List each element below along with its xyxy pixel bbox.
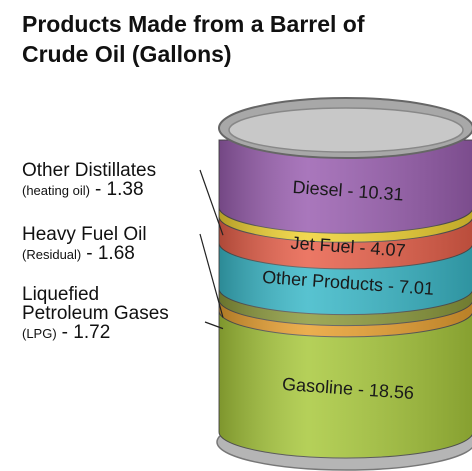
callout-name: Other Distillates [22, 160, 156, 181]
title-line: Crude Oil (Gallons) [22, 41, 232, 67]
callout-detail: (heating oil) - 1.38 [22, 179, 144, 200]
callout-name: Petroleum Gases [22, 303, 169, 324]
diagram: Products Made from a Barrel of Crude Oil… [0, 0, 472, 471]
callouts: Other Distillates (heating oil) - 1.38 Heav… [22, 160, 223, 343]
callout-amount: - 1.68 [86, 243, 135, 264]
callout-detail: (LPG) - 1.72 [22, 322, 110, 343]
callout-note: (Residual) [22, 247, 81, 262]
barrel-lid-inner [229, 108, 463, 152]
callout-detail: (Residual) - 1.68 [22, 243, 135, 264]
callout-amount: - 1.72 [62, 322, 111, 343]
title-line: Products Made from a Barrel of [22, 11, 365, 37]
callout-name: Heavy Fuel Oil [22, 224, 147, 245]
callout-note: (LPG) [22, 326, 57, 341]
callout-note: (heating oil) [22, 183, 90, 198]
callout-amount: - 1.38 [95, 179, 144, 200]
callout-name: Liquefied [22, 284, 99, 305]
